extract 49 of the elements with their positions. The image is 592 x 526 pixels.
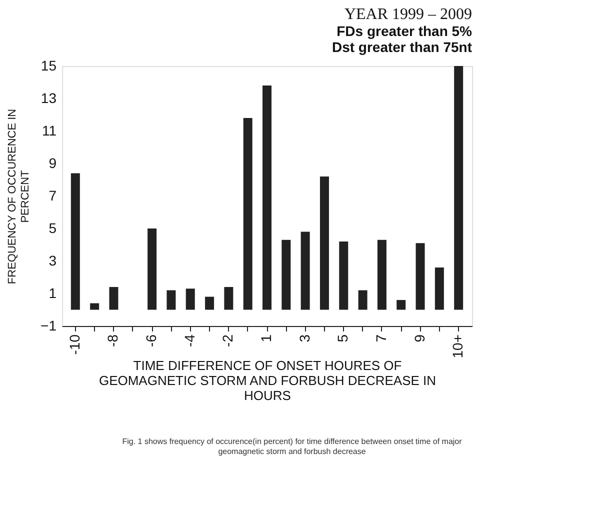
y-tick-label: 15 bbox=[40, 58, 57, 74]
bar bbox=[416, 243, 425, 310]
y-tick-label: 5 bbox=[48, 220, 57, 236]
bar bbox=[205, 296, 214, 310]
bar bbox=[243, 118, 252, 310]
x-tick-label: -10 bbox=[66, 334, 82, 355]
x-tick-label: 3 bbox=[296, 334, 312, 342]
bar bbox=[224, 287, 234, 310]
text: GEOMAGNETIC STORM AND FORBUSH DECREASE IN bbox=[98, 373, 436, 388]
bar bbox=[434, 268, 444, 310]
x-tick-label: -6 bbox=[143, 334, 160, 347]
bar bbox=[109, 287, 118, 310]
caption: Fig. 1 shows frequency of occurence(in percent) for time difference between onset time of major geomagnetic storm and forbush decrease bbox=[122, 437, 462, 456]
text: PERCENT bbox=[20, 170, 32, 223]
text: HOURS bbox=[244, 388, 291, 404]
bar bbox=[358, 290, 368, 310]
bar bbox=[70, 173, 80, 310]
bar bbox=[320, 176, 329, 310]
bar bbox=[262, 86, 272, 310]
chart-title: YEAR 1999 – 2009 bbox=[344, 6, 472, 23]
x-tick-label: -2 bbox=[220, 334, 236, 347]
x-tick-label: 5 bbox=[334, 334, 351, 342]
text: Dst greater than 75nt bbox=[332, 39, 472, 55]
text: FDs greater than 5% bbox=[336, 23, 472, 39]
bar bbox=[339, 242, 348, 310]
x-tick-label: 10+ bbox=[450, 334, 466, 358]
bar bbox=[90, 303, 100, 310]
bar bbox=[282, 240, 291, 310]
bar bbox=[148, 228, 157, 310]
y-tick-label: 1 bbox=[48, 285, 57, 301]
bar bbox=[454, 66, 464, 310]
bar bbox=[186, 288, 195, 310]
x-tick-label: 9 bbox=[411, 334, 428, 342]
y-tick-label: 3 bbox=[48, 252, 57, 268]
x-tick-label: 1 bbox=[258, 334, 274, 342]
x-tick-label: 7 bbox=[372, 334, 389, 342]
y-tick-label: 9 bbox=[48, 155, 57, 171]
bar bbox=[300, 232, 310, 310]
bar bbox=[377, 240, 386, 310]
bar bbox=[166, 290, 176, 310]
x-tick-label: -8 bbox=[104, 334, 121, 347]
y-tick-label: 11 bbox=[42, 122, 57, 138]
x-tick-label: -4 bbox=[181, 334, 198, 347]
bar bbox=[396, 300, 406, 310]
text: FREQUENCY OF OCCURENCE IN bbox=[6, 108, 19, 284]
y-tick-label: 13 bbox=[40, 90, 57, 106]
text: TIME DIFFERENCE OF ONSET HOURES OF bbox=[133, 358, 402, 374]
y-tick-label: 7 bbox=[48, 188, 57, 204]
y-tick-label: −1 bbox=[40, 318, 57, 334]
